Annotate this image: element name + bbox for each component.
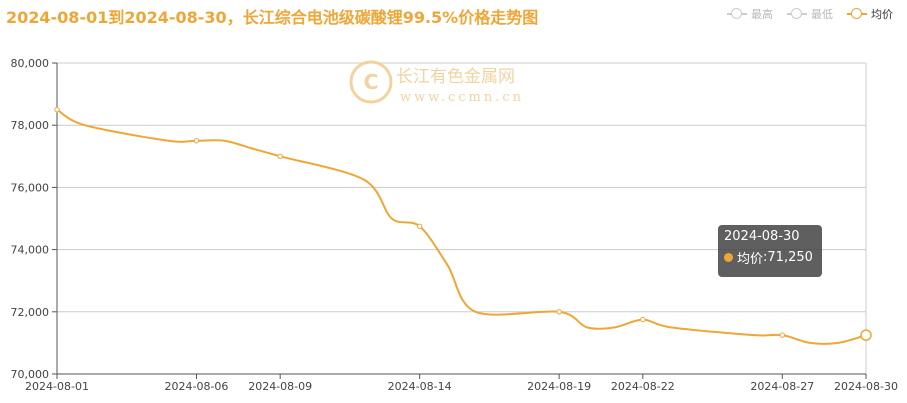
x-tick-label: 2024-08-19 bbox=[527, 380, 591, 393]
data-point bbox=[193, 138, 200, 144]
tooltip-date: 2024-08-30 bbox=[724, 229, 800, 244]
data-point bbox=[779, 332, 786, 338]
x-tick-label: 2024-08-09 bbox=[248, 380, 312, 393]
chart-title: 2024-08-01到2024-08-30，长江综合电池级碳酸锂99.5%价格走… bbox=[6, 8, 539, 27]
x-tick-label: 2024-08-01 bbox=[25, 380, 89, 393]
series-line bbox=[56, 108, 867, 345]
y-tick-label: 76,000 bbox=[11, 181, 50, 194]
legend-label: 均价 bbox=[871, 8, 893, 21]
series-average bbox=[54, 106, 872, 345]
legend-label: 最高 bbox=[751, 8, 773, 21]
x-tick-label: 2024-08-22 bbox=[611, 380, 675, 393]
data-point bbox=[640, 316, 646, 323]
watermark-logo-icon bbox=[349, 60, 393, 104]
tooltip-separator: : bbox=[763, 250, 768, 265]
legend-line-marker-icon bbox=[727, 8, 747, 20]
tooltip-row: 均价: 71,250 bbox=[724, 248, 816, 267]
tooltip-value: 71,250 bbox=[767, 250, 813, 265]
watermark-url: www.ccmn.cn bbox=[400, 90, 524, 105]
legend-item-average[interactable]: 均价 bbox=[847, 6, 893, 22]
x-tick-label: 2024-08-14 bbox=[388, 380, 452, 393]
legend-item-low[interactable]: 最低 bbox=[787, 6, 833, 22]
axes: 70,000 72,000 74,000 76,000 78,000 80,000 2024… bbox=[11, 57, 898, 393]
data-point bbox=[556, 309, 562, 315]
watermark-logo-letter-icon: C bbox=[364, 70, 379, 94]
data-point bbox=[416, 223, 423, 229]
series-dot-icon bbox=[724, 253, 733, 262]
data-point bbox=[277, 153, 283, 160]
tooltip-series-label: 均价 bbox=[737, 252, 764, 267]
y-tick-label: 72,000 bbox=[11, 306, 50, 319]
legend-label: 最低 bbox=[811, 8, 833, 21]
legend-line-marker-icon bbox=[787, 8, 807, 20]
y-tick-label: 78,000 bbox=[11, 119, 50, 132]
legend-line-marker-icon bbox=[847, 8, 867, 20]
grid-lines bbox=[57, 62, 867, 375]
watermark: C 长江有色金属网 www.ccmn.cn bbox=[349, 60, 524, 105]
x-tick-label: 2024-08-06 bbox=[165, 380, 229, 393]
data-point-highlighted bbox=[860, 329, 872, 341]
legend: 最高 最低 均价 bbox=[727, 6, 907, 22]
watermark-name: 长江有色金属网 bbox=[396, 67, 515, 87]
data-point bbox=[54, 106, 60, 113]
x-tick-label: 2024-08-30 bbox=[834, 380, 898, 393]
x-tick-label: 2024-08-27 bbox=[750, 380, 814, 393]
y-tick-label: 70,000 bbox=[11, 368, 50, 381]
legend-item-high[interactable]: 最高 bbox=[727, 6, 773, 22]
y-tick-label: 74,000 bbox=[11, 244, 50, 257]
y-tick-label: 80,000 bbox=[11, 57, 50, 70]
tooltip: 2024-08-30 均价: 71,250 bbox=[718, 225, 822, 277]
